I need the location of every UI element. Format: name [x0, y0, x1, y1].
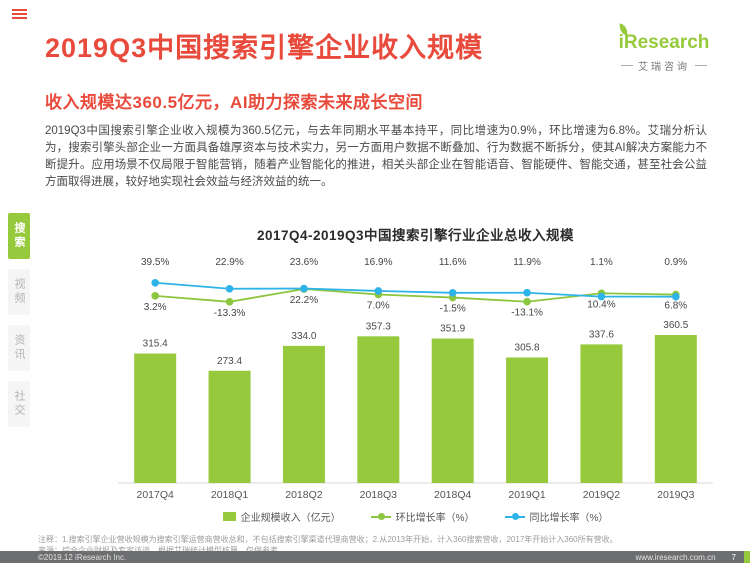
svg-text:3.2%: 3.2% [144, 302, 167, 313]
svg-text:0.9%: 0.9% [664, 257, 687, 268]
legend-line-swatch-qoq [370, 513, 391, 520]
chart-legend: 企业规模收入（亿元） 环比增长率（%） 同比增长率（%） [118, 509, 713, 524]
svg-text:351.9: 351.9 [440, 324, 465, 335]
svg-text:11.6%: 11.6% [439, 257, 467, 268]
intro-paragraph: 2019Q3中国搜索引擎企业收入规模为360.5亿元，与去年同期水平基本持平，同… [45, 125, 707, 188]
legend-label-qoq: 环比增长率（%） [395, 513, 475, 524]
brand-logo: iResearch 艾瑞咨询 [614, 23, 714, 73]
sidebar-item-search[interactable]: 搜索 [8, 213, 30, 259]
svg-text:2018Q1: 2018Q1 [211, 489, 249, 501]
sidebar-item-video[interactable]: 视频 [8, 269, 30, 315]
svg-text:315.4: 315.4 [143, 339, 168, 350]
svg-text:6.8%: 6.8% [664, 301, 687, 312]
svg-text:-1.5%: -1.5% [440, 304, 466, 315]
svg-text:10.4%: 10.4% [587, 299, 615, 310]
svg-text:305.8: 305.8 [515, 342, 540, 353]
svg-text:22.9%: 22.9% [215, 257, 243, 268]
revenue-chart: 315.4 2017Q4 273.4 2018Q1 334.0 2018Q2 357.3 20… [118, 257, 713, 501]
legend-item-yoy: 同比增长率（%） [504, 509, 609, 524]
footer-bar: ©2019.12 iResearch Inc. www.iresearch.co… [0, 551, 750, 563]
svg-text:-13.1%: -13.1% [511, 308, 543, 319]
page-number: 7 [731, 552, 736, 562]
chart-source: 来源：综合企业财报及专家访谈，根据艾瑞统计模型核算，仅供参考。 [38, 545, 743, 556]
svg-text:337.6: 337.6 [589, 329, 614, 340]
page-subtitle: 收入规模达360.5亿元，AI助力探索未来成长空间 [45, 93, 424, 112]
svg-text:1.1%: 1.1% [590, 257, 613, 268]
brand-name: iResearch [618, 32, 710, 53]
menu-icon[interactable] [12, 9, 27, 21]
legend-label-yoy: 同比增长率（%） [529, 513, 609, 524]
brand-cn: 艾瑞咨询 [638, 62, 690, 73]
svg-text:2018Q4: 2018Q4 [434, 489, 472, 501]
chart-title: 2017Q4-2019Q3中国搜索引擎行业企业总收入规模 [256, 228, 575, 243]
svg-text:2017Q4: 2017Q4 [137, 489, 175, 501]
svg-text:334.0: 334.0 [291, 331, 316, 342]
footer-copyright: ©2019.12 iResearch Inc. [38, 552, 127, 562]
svg-text:2019Q3: 2019Q3 [657, 489, 695, 501]
svg-text:2019Q1: 2019Q1 [508, 489, 546, 501]
svg-text:22.2%: 22.2% [290, 295, 318, 306]
svg-text:2019Q2: 2019Q2 [583, 489, 621, 501]
svg-text:16.9%: 16.9% [364, 257, 392, 268]
svg-text:2018Q3: 2018Q3 [360, 489, 398, 501]
footer-url: www.iresearch.com.cn [635, 552, 716, 562]
chart-annotation: 注释：1.搜索引擎企业营收规模为搜索引擎运营商营收总和，不包括搜索引擎渠道代理商… [38, 535, 618, 544]
svg-text:-13.3%: -13.3% [214, 308, 246, 319]
svg-text:11.9%: 11.9% [513, 257, 541, 268]
svg-text:357.3: 357.3 [366, 321, 391, 332]
svg-text:2018Q2: 2018Q2 [285, 489, 323, 501]
legend-line-swatch-yoy [504, 513, 525, 520]
brand-cn-row: 艾瑞咨询 [614, 58, 714, 73]
svg-text:39.5%: 39.5% [141, 257, 169, 268]
legend-item-qoq: 环比增长率（%） [370, 509, 475, 524]
svg-text:23.6%: 23.6% [290, 257, 318, 268]
legend-item-revenue: 企业规模收入（亿元） [222, 509, 341, 524]
legend-label-revenue: 企业规模收入（亿元） [240, 513, 341, 524]
sidebar-item-social[interactable]: 社交 [8, 381, 30, 427]
sidebar-item-news[interactable]: 资讯 [8, 325, 30, 371]
page-title: 2019Q3中国搜索引擎企业收入规模 [45, 33, 484, 63]
page-number-accent [744, 551, 750, 563]
legend-bar-swatch [222, 512, 236, 521]
svg-text:7.0%: 7.0% [367, 300, 390, 311]
brand-text: iResearch [617, 23, 710, 54]
svg-text:273.4: 273.4 [217, 356, 242, 367]
svg-text:360.5: 360.5 [663, 320, 688, 331]
